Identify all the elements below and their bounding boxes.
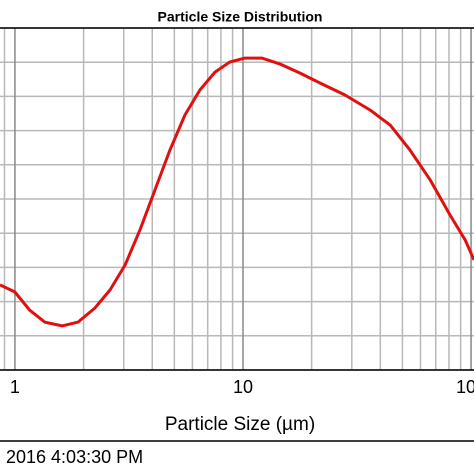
x-tick-label: 100	[456, 377, 474, 397]
x-tick-label: 1	[10, 377, 20, 397]
status-text: 2016 4:03:30 PM	[6, 447, 143, 467]
data-line	[0, 56, 474, 328]
chart-title: Particle Size Distribution	[158, 9, 323, 25]
x-tick-label: 10	[233, 377, 253, 397]
x-axis-label: Particle Size (µm)	[165, 414, 315, 435]
